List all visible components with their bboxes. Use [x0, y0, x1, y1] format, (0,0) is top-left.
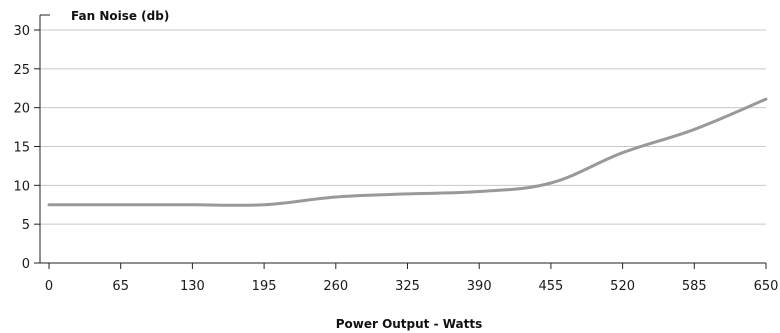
x-tick-label: 455	[538, 279, 563, 294]
series-layer	[47, 97, 768, 207]
series-line	[47, 97, 768, 207]
x-tick-label: 195	[252, 279, 277, 294]
x-tick-label: 325	[395, 279, 420, 294]
y-tick-label: 5	[22, 218, 30, 233]
y-axis: 0 5 10 15 20 25 30	[13, 14, 50, 272]
x-tick-label: 65	[112, 279, 129, 294]
y-tick-label: 15	[13, 141, 30, 156]
y-tick-label: 25	[13, 63, 30, 78]
x-axis: 0 65 130 195 260 325 390 455 520 585 650	[40, 262, 779, 294]
x-tick-label: 130	[180, 279, 205, 294]
y-tick-label: 10	[13, 179, 30, 194]
x-axis-title: Power Output - Watts	[336, 317, 483, 331]
y-tick-label: 0	[22, 257, 30, 272]
x-tick-label: 650	[754, 279, 779, 294]
y-tick-label: 30	[13, 24, 30, 39]
x-tick-label: 260	[323, 279, 348, 294]
x-tick-label: 520	[610, 279, 635, 294]
x-tick-label: 0	[45, 279, 53, 294]
x-tick-label: 390	[467, 279, 492, 294]
grid-lines	[40, 29, 766, 225]
y-tick-label: 20	[13, 102, 30, 117]
y-axis-title: Fan Noise (db)	[71, 9, 169, 23]
x-tick-label: 585	[682, 279, 707, 294]
